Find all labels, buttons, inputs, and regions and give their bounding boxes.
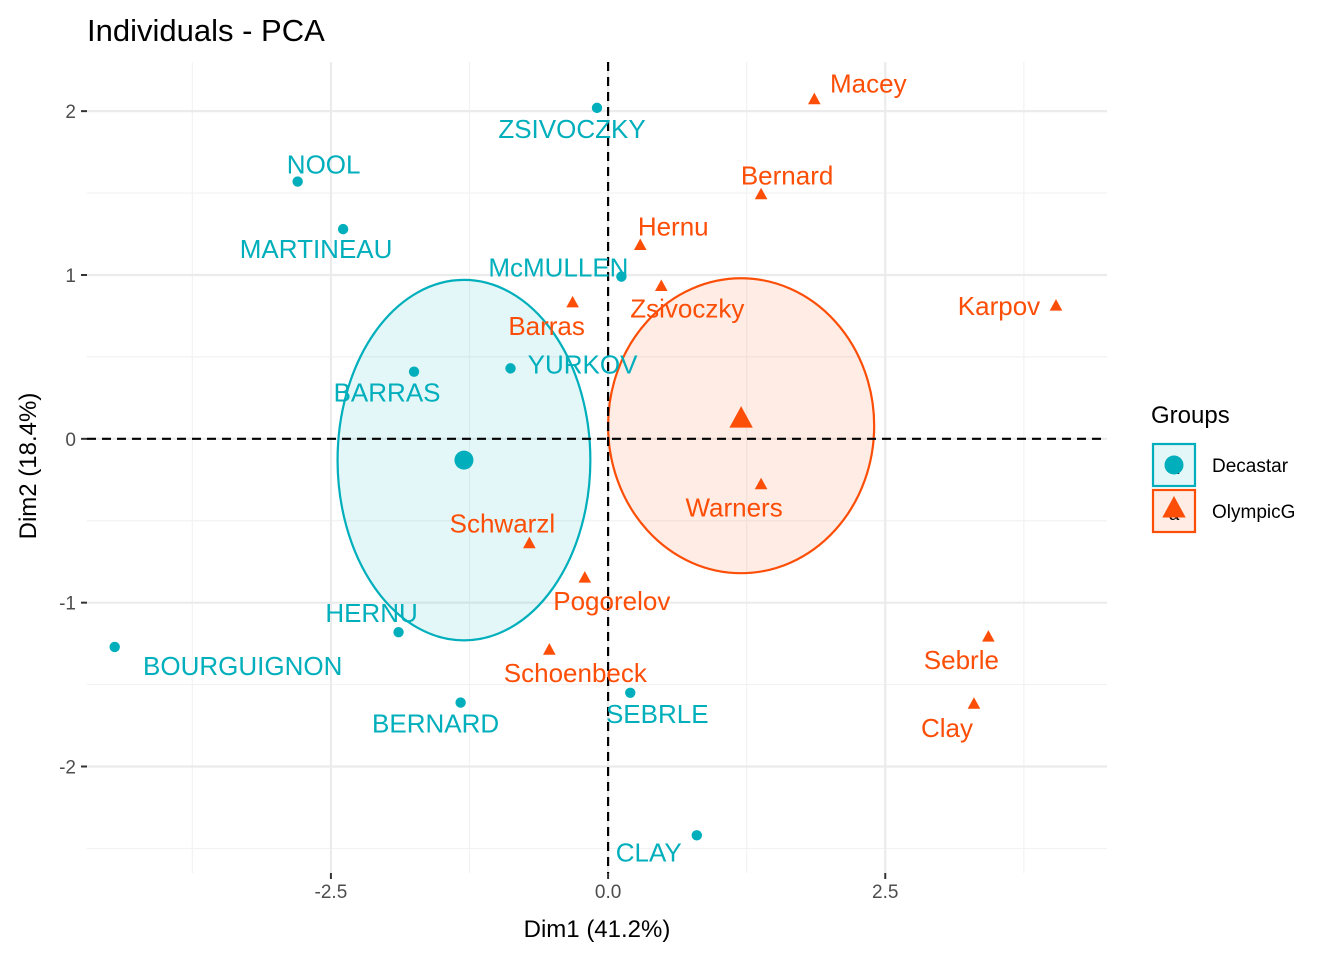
chart-title: Individuals - PCA [87, 13, 325, 48]
label-hernu: Hernu [638, 211, 709, 241]
label-yurkov: YURKOV [528, 349, 638, 379]
point-martineau [337, 223, 349, 235]
point-barras [408, 366, 420, 377]
y-axis-title: Dim2 (18.4%) [15, 393, 42, 540]
x-tick-label: 2.5 [872, 882, 898, 903]
group-centroids [454, 406, 753, 470]
point-hernu [393, 626, 404, 638]
label-macey: Macey [830, 69, 907, 99]
legend-label-decastar: Decastar [1212, 456, 1289, 477]
x-axis-title: Dim1 (41.2%) [524, 916, 671, 943]
label-mcmullen: McMULLEN [488, 253, 628, 283]
legend-triangle-icon [1162, 496, 1186, 518]
y-tick-label: 0 [65, 430, 76, 451]
point-macey [808, 92, 821, 105]
centroid-olympicg [729, 406, 753, 428]
reference-lines [87, 62, 1107, 873]
axis-ticks: -2.5 0.0 2.5 -2 -1 0 1 2 [59, 102, 898, 903]
point-nool [292, 176, 303, 187]
label-martineau: MARTINEAU [240, 234, 393, 264]
point-zsivoczky [655, 279, 668, 292]
label-zsivoczky: ZSIVOCZKY [498, 114, 645, 144]
grid [87, 62, 1107, 873]
point-hernu [633, 238, 647, 251]
label-clay: Clay [921, 713, 973, 743]
y-tick-label: -2 [59, 758, 76, 779]
point-mcmullen [616, 271, 627, 282]
label-pogorelov: Pogorelov [553, 586, 670, 616]
x-tick-label: 0.0 [595, 882, 621, 903]
label-schoenbeck: Schoenbeck [504, 658, 648, 688]
point-barras [566, 295, 579, 308]
legend-circle-icon [1164, 455, 1184, 475]
label-bourguignon: BOURGUIGNON [143, 651, 342, 681]
label-karpov: Karpov [958, 291, 1040, 321]
point-schwarzl [523, 536, 536, 549]
y-tick-label: -1 [59, 594, 76, 615]
point-zsivoczky [591, 102, 603, 114]
legend-title: Groups [1151, 402, 1230, 429]
point-schoenbeck [543, 643, 556, 655]
point-sebrle [625, 687, 636, 698]
centroid-decastar [454, 450, 474, 470]
legend-label-olympicg: OlympicG [1212, 502, 1295, 523]
point-warners [754, 477, 768, 490]
label-nool: NOOL [287, 150, 361, 180]
x-tick-label: -2.5 [315, 882, 348, 903]
point-clay [967, 697, 981, 709]
y-tick-label: 2 [65, 102, 76, 123]
label-bernard: BERNARD [372, 709, 499, 739]
label-schwarzl: Schwarzl [450, 509, 555, 539]
point-yurkov [505, 363, 516, 374]
point-bourguignon [109, 641, 120, 653]
point-clay [691, 830, 702, 841]
y-tick-label: 1 [65, 266, 76, 287]
label-hernu: HERNU [325, 598, 417, 628]
legend: Groups aDecastaraOlympicG [1151, 402, 1295, 534]
label-warners: Warners [685, 493, 782, 523]
label-bernard: Bernard [741, 161, 834, 191]
point-pogorelov [578, 571, 592, 583]
point-labels: ZSIVOCZKY NOOL MARTINEAU McMULLEN YURKOV BARR… [143, 69, 1040, 868]
data-points [109, 92, 1063, 841]
point-bernard [754, 187, 768, 200]
point-sebrle [982, 630, 995, 642]
label-sebrle: SEBRLE [606, 699, 709, 729]
label-zsivoczky: Zsivoczky [630, 293, 744, 323]
point-bernard [455, 697, 466, 708]
label-barras: Barras [508, 311, 585, 341]
label-clay: CLAY [616, 837, 682, 867]
label-barras: BARRAS [334, 378, 441, 408]
point-karpov [1049, 299, 1063, 311]
label-sebrle: Sebrle [924, 645, 999, 675]
